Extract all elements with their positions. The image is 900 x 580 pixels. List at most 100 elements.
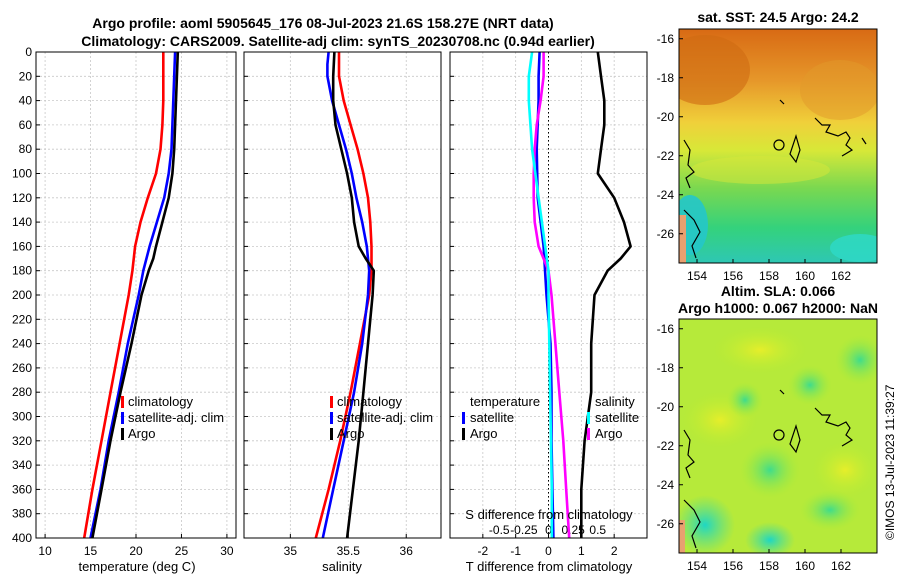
sla-low-patch xyxy=(835,335,877,385)
x-tick-label: 35.5 xyxy=(337,544,361,558)
map-x-tick-label: 158 xyxy=(759,269,779,283)
y-tick-label: 260 xyxy=(12,361,32,375)
map-x-tick-label: 156 xyxy=(723,269,743,283)
series-line-satellite-adj-clim xyxy=(321,51,371,539)
map-y-tick-label: -20 xyxy=(657,110,675,124)
sla-low-patch xyxy=(745,522,795,553)
map-y-tick-label: -26 xyxy=(657,227,675,241)
s-axis-tick-label: 0.5 xyxy=(589,523,606,537)
plot-frame xyxy=(449,51,648,539)
y-tick-label: 80 xyxy=(19,142,33,156)
sla-high-patch xyxy=(810,440,877,500)
coastline xyxy=(683,209,701,259)
y-tick-label: 360 xyxy=(12,482,32,496)
legend-label-climatology: climatology xyxy=(337,394,403,409)
difference-top-xlabel: S difference from climatology xyxy=(465,507,633,522)
y-tick-label: 60 xyxy=(19,118,33,132)
x-tick-label: 30 xyxy=(220,544,234,558)
legend-label-s-argo: Argo xyxy=(595,426,622,441)
series-line-climatology xyxy=(314,52,373,539)
legend-swatch-climatology xyxy=(330,396,333,408)
map-x-tick-label: 162 xyxy=(831,269,851,283)
map-y-tick-label: -20 xyxy=(657,400,675,414)
x-tick-label: 10 xyxy=(38,544,52,558)
y-tick-label: 220 xyxy=(12,312,32,326)
sst-map-frame xyxy=(678,28,878,264)
reef-outline xyxy=(814,117,854,157)
figure-title-line1: Argo profile: aoml 5905645_176 08-Jul-20… xyxy=(92,15,553,31)
series-line-climatology xyxy=(82,52,165,539)
sla-low-patch xyxy=(800,490,860,530)
legend-swatch-argo xyxy=(121,428,124,440)
x-tick-label: 20 xyxy=(129,544,143,558)
map-y-tick-label: -18 xyxy=(657,71,675,85)
y-tick-label: 20 xyxy=(19,69,33,83)
map-y-tick-label: -24 xyxy=(657,478,675,492)
sst-cool-patch xyxy=(679,195,708,255)
sla-low-patch xyxy=(740,442,800,498)
reef-outline xyxy=(861,137,867,145)
y-tick-label: 300 xyxy=(12,410,32,424)
y-tick-label: 40 xyxy=(19,94,33,108)
legend-title-temperature: temperature xyxy=(470,394,540,409)
x-tick-label: 36 xyxy=(400,544,414,558)
plot-frame xyxy=(35,51,237,539)
y-tick-label: 0 xyxy=(25,45,32,59)
legend-swatch-s-argo xyxy=(587,428,590,440)
map-x-tick-label: 160 xyxy=(795,269,815,283)
legend-label-climatology: climatology xyxy=(128,394,194,409)
salinity-xlabel: salinity xyxy=(322,559,362,574)
y-tick-label: 380 xyxy=(12,507,32,521)
y-tick-label: 320 xyxy=(12,434,32,448)
map-x-tick-label: 154 xyxy=(687,559,707,573)
legend-label-t-satellite: satellite xyxy=(470,410,514,425)
legend-swatch-t-satellite xyxy=(462,412,465,424)
figure-title-line2: Climatology: CARS2009. Satellite-adj cli… xyxy=(81,33,595,49)
series-line-salinity-argo xyxy=(532,52,571,539)
legend-swatch-satellite xyxy=(121,412,124,424)
argo-position-marker xyxy=(773,139,785,151)
series-line-temperature-satellite xyxy=(527,51,554,538)
legend-swatch-climatology xyxy=(121,396,124,408)
sla-high-patch xyxy=(710,325,810,375)
sla-map-title-line2: Argo h1000: 0.067 h2000: NaN xyxy=(678,300,878,316)
x-tick-label: -1 xyxy=(510,544,521,558)
series-line-argo xyxy=(331,51,376,539)
legend-title-salinity: salinity xyxy=(595,394,635,409)
map-x-tick-label: 158 xyxy=(759,559,779,573)
legend-swatch-satellite xyxy=(330,412,333,424)
land-strip xyxy=(679,215,686,263)
sst-cool-patch xyxy=(830,234,877,262)
sla-low-patch xyxy=(788,365,832,405)
temperature-xlabel: temperature (deg C) xyxy=(78,559,195,574)
x-tick-label: 1 xyxy=(578,544,585,558)
s-axis-tick-label: -0.5 xyxy=(489,523,510,537)
x-tick-label: 15 xyxy=(84,544,98,558)
y-tick-label: 100 xyxy=(12,167,32,181)
x-tick-label: 0 xyxy=(545,544,552,558)
series-line-argo xyxy=(91,51,180,539)
map-y-tick-label: -22 xyxy=(657,149,675,163)
sla-map-title-line1: Altim. SLA: 0.066 xyxy=(721,283,836,299)
y-tick-label: 200 xyxy=(12,288,32,302)
argo-position-marker xyxy=(773,429,785,441)
y-tick-label: 280 xyxy=(12,385,32,399)
map-y-tick-label: -16 xyxy=(657,32,675,46)
difference-panel: -2 -1 0 1 2-0.5 -0.25 0 0.25 0.5 xyxy=(449,51,648,558)
map-y-tick-label: -24 xyxy=(657,188,675,202)
legend-label-t-argo: Argo xyxy=(470,426,497,441)
sst-map-axes: 154 156 158 160 162 -16 -18 -20 -22 -24 -26 xyxy=(657,32,852,283)
map-x-tick-label: 154 xyxy=(687,269,707,283)
legend-label-argo: Argo xyxy=(337,426,364,441)
s-axis-tick-label: 0 xyxy=(545,523,552,537)
coastline xyxy=(683,499,701,549)
legend-swatch-s-satellite xyxy=(587,412,590,424)
temperature-legend: climatology satellite-adj. clim Argo xyxy=(121,394,224,441)
salinity-legend: climatology satellite-adj. clim Argo xyxy=(330,394,433,441)
plot-frame xyxy=(243,51,442,539)
map-y-tick-label: -22 xyxy=(657,439,675,453)
legend-swatch-argo xyxy=(330,428,333,440)
x-tick-label: 35 xyxy=(284,544,298,558)
x-tick-label: -2 xyxy=(477,544,488,558)
x-tick-label: 25 xyxy=(175,544,189,558)
